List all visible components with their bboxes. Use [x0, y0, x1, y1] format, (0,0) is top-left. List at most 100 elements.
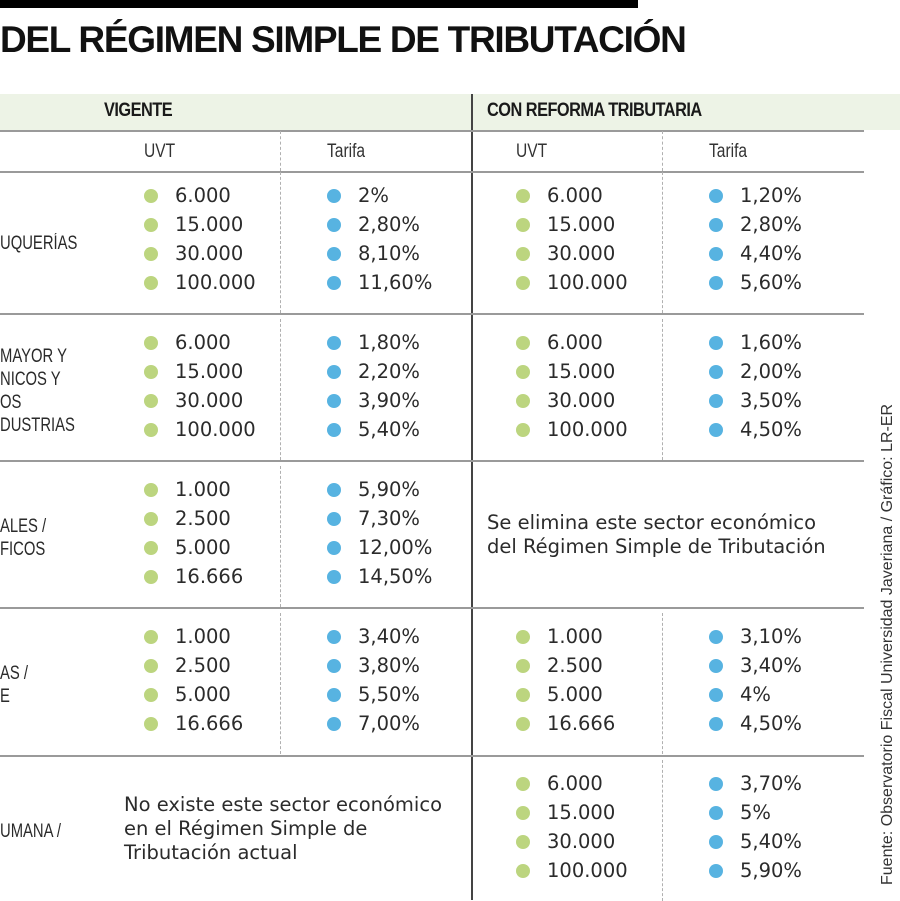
value-item: 15.000 — [516, 798, 628, 827]
uvt-bullet-icon — [516, 218, 530, 232]
value-item: 2.500 — [144, 504, 243, 533]
tarifa-bullet-icon — [709, 835, 723, 849]
tarifa-bullet-icon — [327, 423, 341, 437]
tarifa-bullet-icon — [709, 659, 723, 673]
value-item: 4,50% — [709, 415, 802, 444]
uvt-bullet-icon — [144, 659, 158, 673]
value-item: 3,40% — [327, 622, 420, 651]
value-item: 30.000 — [516, 827, 628, 856]
row-divider — [0, 460, 864, 462]
page-title: DEL RÉGIMEN SIMPLE DE TRIBUTACIÓN — [0, 19, 687, 60]
column-divider — [280, 319, 281, 460]
uvt-bullet-icon — [144, 483, 158, 497]
title-rule — [0, 0, 638, 8]
tarifa-bullet-icon — [327, 218, 341, 232]
value-text: 2,80% — [358, 213, 420, 236]
value-item: 3,80% — [327, 651, 420, 680]
value-text: 100.000 — [547, 271, 628, 294]
row-label-line: AS / — [0, 662, 29, 684]
value-text: 5.000 — [175, 683, 231, 706]
value-text: 1.000 — [175, 625, 231, 648]
value-text: 11,60% — [358, 271, 433, 294]
value-text: 5% — [740, 801, 771, 824]
value-text: 8,10% — [358, 242, 420, 265]
uvt-bullet-icon — [144, 541, 158, 555]
value-text: 2,80% — [740, 213, 802, 236]
value-text: 1.000 — [175, 478, 231, 501]
value-item: 100.000 — [516, 415, 628, 444]
value-item: 15.000 — [144, 357, 256, 386]
value-text: 5,40% — [358, 418, 420, 441]
uvt-bullet-icon — [516, 423, 530, 437]
row-divider — [0, 130, 864, 132]
reforma-tarifa-list: 1,60% 2,00% 3,50% 4,50% — [709, 328, 802, 444]
value-item: 5,40% — [327, 415, 420, 444]
column-divider — [280, 466, 281, 607]
value-item: 2.500 — [516, 651, 615, 680]
uvt-bullet-icon — [144, 688, 158, 702]
value-text: 3,40% — [740, 654, 802, 677]
value-item: 1.000 — [516, 622, 615, 651]
value-item: 1,80% — [327, 328, 420, 357]
value-item: 16.666 — [144, 709, 243, 738]
uvt-bullet-icon — [144, 717, 158, 731]
value-text: 6.000 — [547, 331, 603, 354]
tarifa-bullet-icon — [709, 247, 723, 261]
value-text: 6.000 — [547, 772, 603, 795]
vigente-tarifa-list: 2% 2,80% 8,10% 11,60% — [327, 181, 432, 297]
reforma-uvt-list: 6.000 15.000 30.000 100.000 — [516, 181, 628, 297]
value-item: 5.000 — [144, 533, 243, 562]
tarifa-bullet-icon — [709, 806, 723, 820]
vigente-note: No existe este sector económico en el Ré… — [124, 793, 442, 864]
tarifa-bullet-icon — [327, 394, 341, 408]
uvt-bullet-icon — [144, 630, 158, 644]
uvt-bullet-icon — [516, 864, 530, 878]
value-text: 4,50% — [740, 418, 802, 441]
tarifa-bullet-icon — [709, 717, 723, 731]
value-item: 2,20% — [327, 357, 420, 386]
value-item: 5,90% — [709, 856, 802, 885]
row-label-line: E — [0, 685, 10, 707]
column-divider — [662, 760, 663, 901]
value-item: 2,80% — [327, 210, 432, 239]
column-header-band — [0, 94, 900, 130]
value-text: 15.000 — [175, 213, 244, 236]
value-item: 1.000 — [144, 475, 243, 504]
uvt-bullet-icon — [144, 189, 158, 203]
value-item: 3,10% — [709, 622, 802, 651]
value-item: 100.000 — [516, 268, 628, 297]
value-item: 1,20% — [709, 181, 802, 210]
value-item: 2.500 — [144, 651, 243, 680]
uvt-bullet-icon — [516, 630, 530, 644]
value-text: 4% — [740, 683, 771, 706]
column-divider — [662, 172, 663, 313]
row-divider — [0, 755, 864, 757]
value-text: 30.000 — [547, 389, 616, 412]
value-item: 5,90% — [327, 475, 432, 504]
value-text: 2,00% — [740, 360, 802, 383]
uvt-bullet-icon — [144, 570, 158, 584]
value-text: 3,80% — [358, 654, 420, 677]
tarifa-bullet-icon — [327, 570, 341, 584]
uvt-bullet-icon — [144, 512, 158, 526]
reforma-tarifa-list: 3,70% 5% 5,40% 5,90% — [709, 769, 802, 885]
value-item: 30.000 — [144, 239, 256, 268]
vigente-uvt-list: 6.000 15.000 30.000 100.000 — [144, 181, 256, 297]
tarifa-bullet-icon — [327, 247, 341, 261]
value-text: 1,80% — [358, 331, 420, 354]
value-item: 6.000 — [144, 181, 256, 210]
value-item: 5.000 — [144, 680, 243, 709]
column-divider — [280, 172, 281, 313]
value-text: 5,60% — [740, 271, 802, 294]
value-item: 7,30% — [327, 504, 432, 533]
value-item: 15.000 — [144, 210, 256, 239]
value-text: 15.000 — [547, 360, 616, 383]
value-item: 15.000 — [516, 210, 628, 239]
value-text: 15.000 — [547, 213, 616, 236]
row-label-line: UMANA / — [0, 821, 61, 842]
uvt-bullet-icon — [516, 247, 530, 261]
uvt-bullet-icon — [144, 365, 158, 379]
tarifa-bullet-icon — [709, 394, 723, 408]
value-item: 3,50% — [709, 386, 802, 415]
value-text: 2% — [358, 184, 389, 207]
